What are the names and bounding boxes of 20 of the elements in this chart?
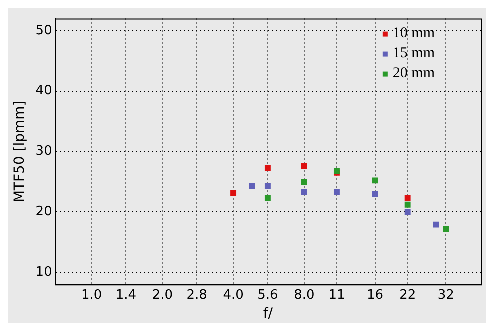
x-axis-title: f/	[263, 306, 274, 322]
x-tick-label: 22	[400, 288, 416, 303]
x-tick-label: 8.0	[294, 288, 315, 303]
x-tick-label: 1.4	[116, 288, 137, 303]
y-tick-label: 20	[36, 204, 52, 220]
y-tick-label: 50	[36, 23, 52, 38]
x-tick-label: 1.0	[81, 288, 102, 303]
x-tick-label: 11	[328, 288, 346, 303]
legend-label: 20 mm	[392, 66, 436, 82]
x-tick-label: 2.0	[152, 288, 174, 303]
y-tick-label: 40	[36, 84, 52, 99]
x-tick-label: 2.8	[186, 288, 208, 303]
x-tick-label: 5.6	[258, 288, 278, 303]
x-tick-label: 4.0	[223, 288, 244, 303]
y-tick-label: 30	[36, 144, 52, 160]
x-tick-label: 16	[367, 288, 384, 303]
y-axis-title: MTF50 [lpmm]	[12, 100, 28, 203]
legend-label: 15 mm	[392, 46, 436, 62]
x-tick-label: 32	[438, 288, 454, 303]
y-tick-label: 10	[36, 264, 52, 280]
